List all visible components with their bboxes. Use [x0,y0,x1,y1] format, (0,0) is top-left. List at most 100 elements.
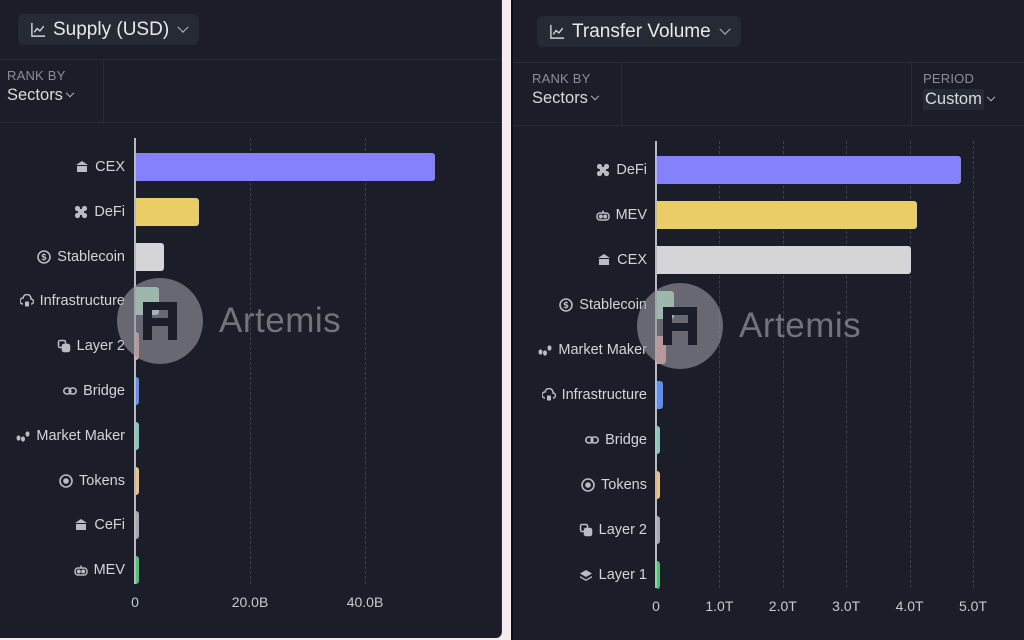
bar-market-maker[interactable] [136,421,139,450]
category-label-text: CEX [617,252,647,268]
cloud-lock-icon [18,294,34,308]
grid-line [973,141,974,588]
svg-text:$: $ [41,253,47,263]
category-label-text: Infrastructure [39,293,125,310]
metric-selector-supply[interactable]: Supply (USD) [18,14,200,45]
cloud-lock-icon [540,387,556,402]
rank-by-dropdown[interactable]: Sectors [532,89,600,108]
x-tick-label: 20.0B [231,594,269,610]
controls-row: RANK BY Sectors PERIOD Custom [513,62,1024,126]
bar-tokens[interactable] [136,466,139,495]
chevron-down-icon [590,91,600,100]
category-label-text: Bridge [83,383,125,399]
category-label-text: Stablecoin [57,248,125,265]
metric-selector-transfer-volume[interactable]: Transfer Volume [537,16,741,47]
period-value: Custom [923,89,984,110]
rank-by-label: RANK BY [532,71,591,86]
coins-icon [538,343,552,357]
metric-selector-label: Transfer Volume [572,20,711,42]
x-tick-label: 2.0T [768,598,797,614]
dollar-coin-icon: $ [559,298,574,312]
rank-by-value: Sectors [7,86,63,104]
layers-icon [57,339,71,353]
rank-by-control[interactable]: RANK BY Sectors [0,60,104,122]
category-label-text: Tokens [79,472,125,489]
controls-row: RANK BY Sectors [0,59,501,123]
bar-stablecoin[interactable] [657,291,675,319]
category-label: Infrastructure [18,287,125,315]
period-label: PERIOD [923,71,975,86]
x-tick-label: 4.0T [895,598,924,614]
transfer-volume-bar-chart: 0 1.0T 2.0T 3.0T 4.0T 5.0T DeFi MEV CEX $ Stableco… [513,141,1024,640]
x-tick-label: 5.0T [958,598,988,614]
bar-layer-2[interactable] [657,516,660,544]
bar-infrastructure[interactable] [136,287,159,316]
svg-text:$: $ [563,301,569,311]
bar-defi[interactable] [136,197,199,226]
chevron-down-icon [177,21,189,33]
category-label-text: CeFi [94,517,125,534]
period-dropdown[interactable]: Custom [923,89,996,110]
defi-grid-icon [74,205,88,219]
category-label-text: MEV [93,562,125,579]
grid-line [782,141,784,588]
x-tick-label: 1.0T [705,598,734,614]
category-label-text: DeFi [94,203,125,220]
dollar-coin-icon: $ [37,249,52,264]
category-label-text: Market Maker [558,342,647,358]
line-chart-icon [550,24,565,39]
bar-layer-2[interactable] [136,332,140,361]
defi-grid-icon [596,163,610,177]
bar-infrastructure[interactable] [657,381,663,409]
grid-line [846,141,848,588]
bar-tokens[interactable] [657,471,661,499]
rank-by-dropdown[interactable]: Sectors [7,86,75,105]
rank-by-label: RANK BY [7,68,66,83]
bar-bridge[interactable] [657,426,661,454]
chevron-down-icon [65,88,75,97]
category-label-text: DeFi [616,162,647,178]
category-label: Layer 2 [579,516,647,544]
category-label-text: Market Maker [36,427,125,444]
category-label: MEV [73,556,125,584]
x-tick-label: 40.0B [346,594,384,610]
bar-defi[interactable] [657,156,962,184]
bar-bridge[interactable] [136,377,139,405]
bar-market-maker[interactable] [657,336,666,364]
supply-bar-chart: 0 20.0B 40.0B CEX DeFi $ Stablecoin Infrastruct… [0,138,501,638]
grid-line [250,138,251,584]
category-label: Tokens [59,467,125,495]
category-label-text: Tokens [601,477,647,493]
rank-by-control[interactable]: RANK BY Sectors [525,63,622,125]
coins-icon [16,429,30,443]
x-tick-label: 3.0T [832,598,861,614]
transfer-volume-panel: Transfer Volume RANK BY Sectors PERIOD C… [511,0,1024,640]
layer1-icon [579,568,593,582]
bar-cex[interactable] [136,153,435,181]
chevron-down-icon [986,92,996,101]
chevron-down-icon [719,23,731,35]
bank-icon [75,160,89,174]
category-label: Market Maker [16,422,125,450]
period-control[interactable]: PERIOD Custom [911,63,1024,125]
category-label: CEX [75,153,125,181]
category-label-text: Layer 2 [598,522,647,538]
category-label: MEV [595,201,647,229]
bar-mev[interactable] [136,556,139,585]
bar-mev[interactable] [657,201,917,229]
bar-cefi[interactable] [136,511,139,540]
line-chart-icon [31,22,46,37]
rank-by-value: Sectors [532,89,588,107]
bank-icon [597,253,611,267]
category-label-text: Stablecoin [579,297,647,313]
supply-panel: Supply (USD) RANK BY Sectors 0 20.0B 40.0B… [0,0,502,638]
bar-stablecoin[interactable] [136,242,164,271]
x-tick-label: 0 [131,594,139,610]
category-label: Infrastructure [540,381,647,409]
bar-cex[interactable] [657,246,911,274]
category-label-text: Infrastructure [561,387,647,403]
target-icon [59,473,73,488]
bar-layer-1[interactable] [657,561,660,589]
link-icon [585,433,600,447]
category-label: $ Stablecoin [559,291,647,319]
